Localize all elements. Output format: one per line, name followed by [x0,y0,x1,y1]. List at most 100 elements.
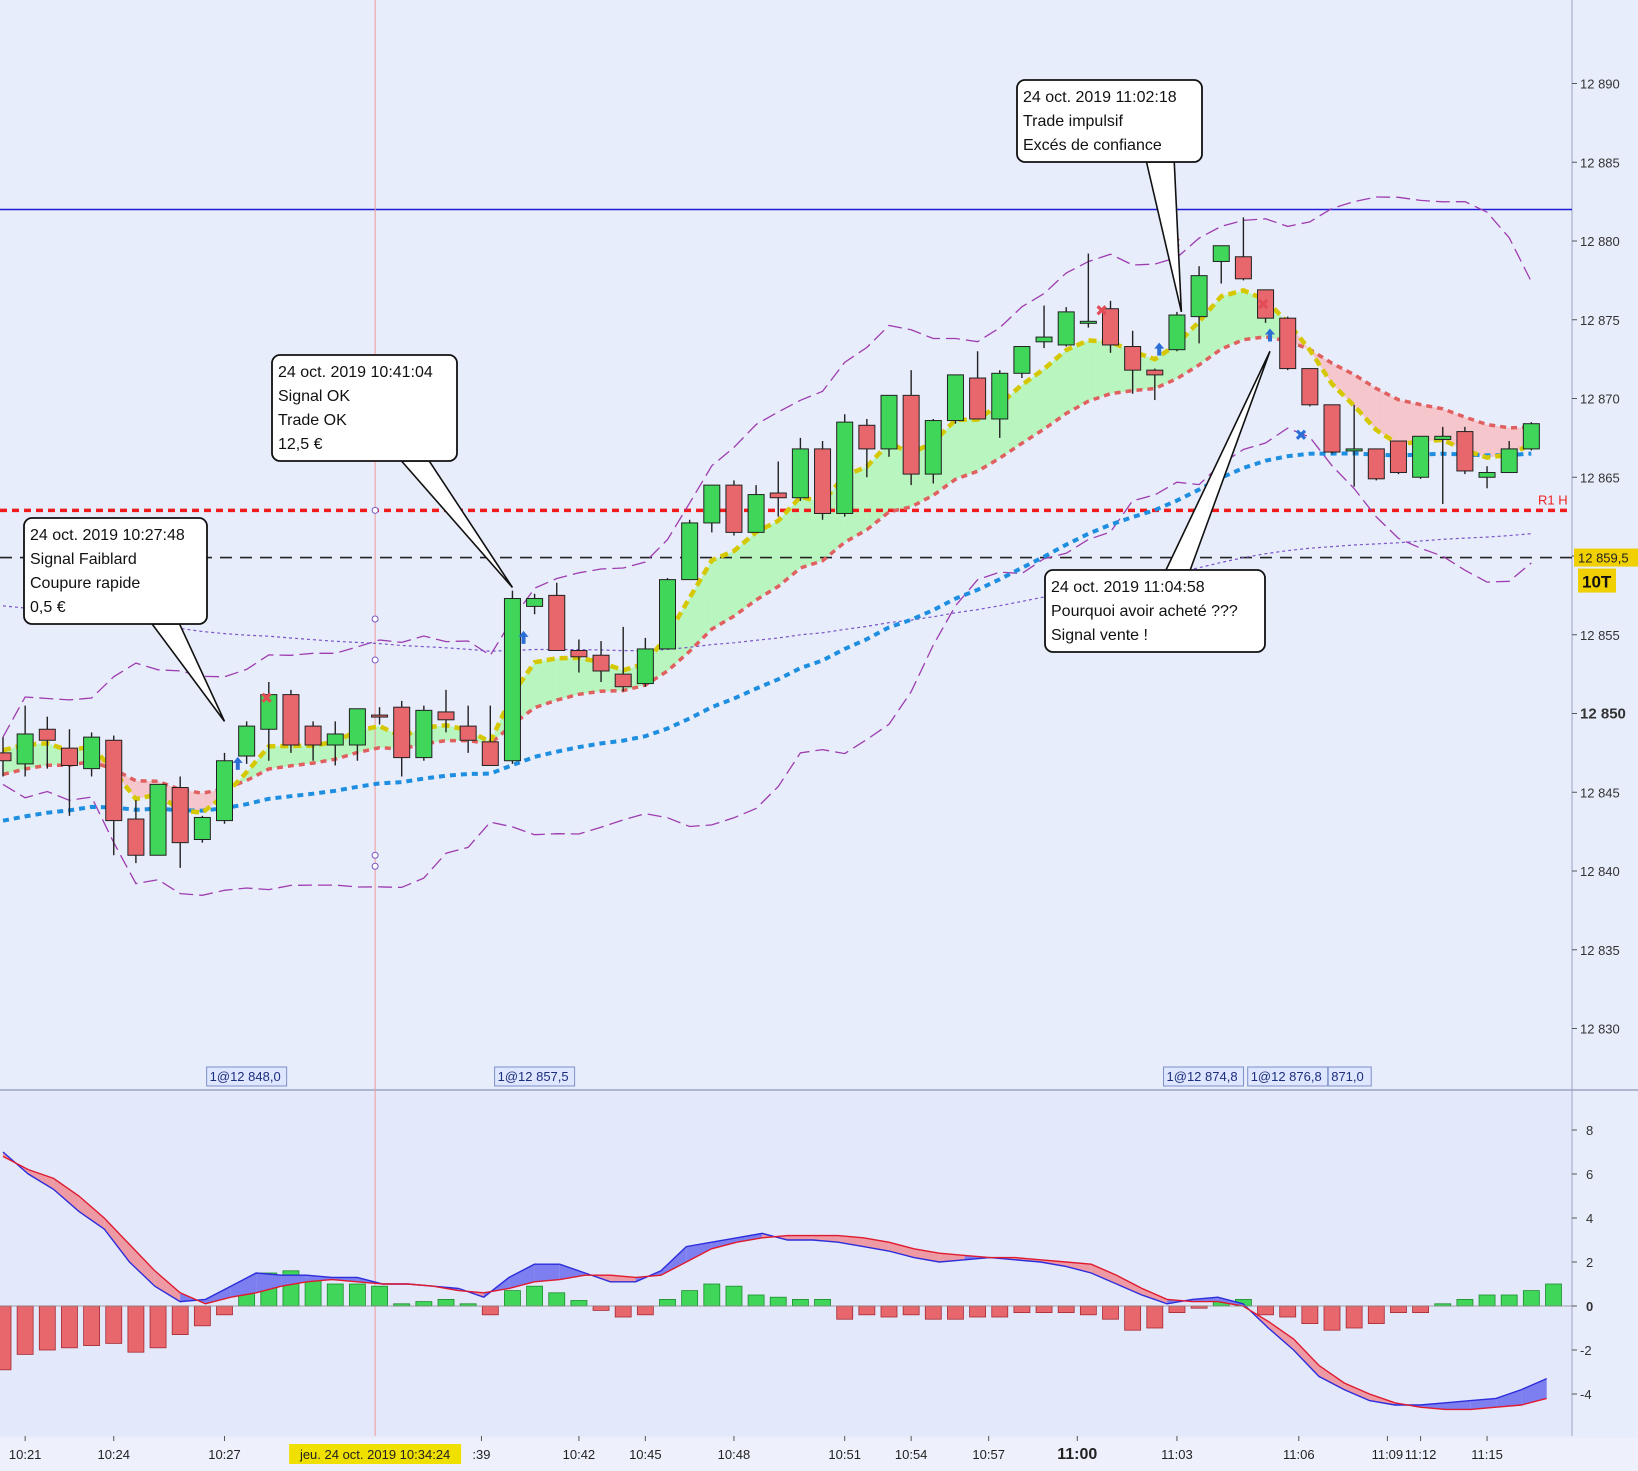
signal-fill-segment [129,1244,155,1287]
candle[interactable] [437,689,455,733]
signal-fill-segment [534,1264,560,1282]
candle[interactable] [216,752,233,824]
candle[interactable] [1168,311,1186,352]
candle[interactable] [503,590,521,764]
buy-arrow-icon[interactable] [1264,328,1275,342]
candle[interactable] [1500,441,1518,474]
candle[interactable] [924,418,942,484]
candle[interactable] [858,418,876,478]
candle[interactable] [1013,346,1031,379]
candle[interactable] [326,721,344,766]
candle[interactable] [836,414,854,517]
signal-fill-segment [1470,1398,1497,1410]
candle[interactable] [1478,466,1496,489]
trade-label-box[interactable] [494,1066,576,1087]
buy-arrow-icon[interactable] [1154,342,1165,356]
candle[interactable] [659,578,676,650]
candle[interactable] [238,721,256,764]
buy-arrow-icon[interactable] [518,630,529,644]
candle[interactable] [1522,422,1540,451]
candle[interactable] [16,705,34,777]
candle[interactable] [1301,368,1319,407]
exit-cross-icon[interactable] [1258,298,1269,310]
callout-timestamp: 24 oct. 2019 11:02:18 [1023,89,1177,106]
trade-label-box[interactable] [1163,1066,1245,1087]
candle[interactable] [127,800,145,864]
candle[interactable] [902,370,920,486]
candle[interactable] [105,735,123,856]
candle[interactable] [814,441,832,520]
indicator-tick-label: 2 [1586,1255,1593,1270]
annotation-callout[interactable]: 24 oct. 2019 11:02:18 Trade impulsif Excés… [1016,79,1203,313]
histogram-bar [1345,1305,1363,1329]
candle[interactable] [348,708,366,761]
candle[interactable] [371,707,389,725]
exit-cross-icon[interactable] [261,692,272,703]
annotation-callout[interactable]: 24 oct. 2019 10:27:48 Signal Faiblard Coup… [23,517,226,722]
candle[interactable] [481,705,499,766]
candle[interactable] [969,351,987,420]
candle[interactable] [747,485,765,533]
candle[interactable] [1035,305,1053,349]
candle[interactable] [149,783,167,856]
candle[interactable] [1057,307,1075,347]
candle[interactable] [1434,426,1452,505]
candle[interactable] [1345,404,1363,487]
candle[interactable] [791,437,809,501]
candle[interactable] [526,593,544,615]
candle-body-down [481,741,499,766]
exit-cross-icon[interactable] [1295,429,1307,440]
trade-label-box[interactable] [1247,1066,1329,1087]
candle[interactable] [769,461,787,517]
candle[interactable] [570,639,588,673]
candle[interactable] [703,484,721,533]
candle[interactable] [880,394,898,457]
candle[interactable] [1279,316,1297,371]
candle[interactable] [1367,448,1385,481]
candle[interactable] [1079,253,1097,328]
candle[interactable] [548,582,566,651]
candle[interactable] [0,737,12,777]
candle[interactable] [38,716,56,769]
candle-body-up [659,579,676,650]
candle[interactable] [725,480,743,536]
candle[interactable] [282,689,300,753]
buy-arrow-icon[interactable] [232,756,243,770]
candle[interactable] [393,700,411,777]
price-tick-label: 12 865 [1580,470,1620,485]
candle[interactable] [681,519,699,581]
candle[interactable] [1389,440,1407,475]
candle[interactable] [1323,404,1341,454]
candle[interactable] [1412,435,1430,479]
candle[interactable] [193,815,211,843]
candle[interactable] [1124,330,1142,394]
annotation-callout[interactable]: 24 oct. 2019 10:41:04 Signal OK Trade OK 12… [271,354,514,589]
candle[interactable] [171,776,189,868]
candle[interactable] [636,637,654,687]
annotation-callout[interactable]: 24 oct. 2019 11:04:58 Pourquoi avoir ache… [1044,350,1271,653]
trade-label: 1@12 874,8 [1167,1069,1238,1084]
histogram-bar [61,1305,78,1349]
candle[interactable] [592,641,610,682]
candle[interactable] [1234,217,1252,281]
candle[interactable] [1146,368,1164,401]
candle[interactable] [83,732,101,777]
exit-cross-icon[interactable] [1096,305,1107,316]
histogram-bar [1412,1305,1429,1313]
candle[interactable] [614,626,632,692]
trade-label-box[interactable] [206,1066,288,1087]
candle[interactable] [60,729,78,816]
candle[interactable] [1190,266,1208,344]
candle[interactable] [459,705,477,753]
callout-timestamp: 24 oct. 2019 11:04:58 [1051,579,1205,596]
candle[interactable] [1212,245,1230,284]
candle[interactable] [415,705,433,761]
candle[interactable] [946,374,964,424]
candle[interactable] [991,370,1009,438]
candle[interactable] [1102,300,1119,353]
slow-average-line [2,451,1532,823]
candle[interactable] [304,721,322,761]
candle[interactable] [1456,426,1474,475]
trade-label-box[interactable] [1327,1066,1372,1087]
